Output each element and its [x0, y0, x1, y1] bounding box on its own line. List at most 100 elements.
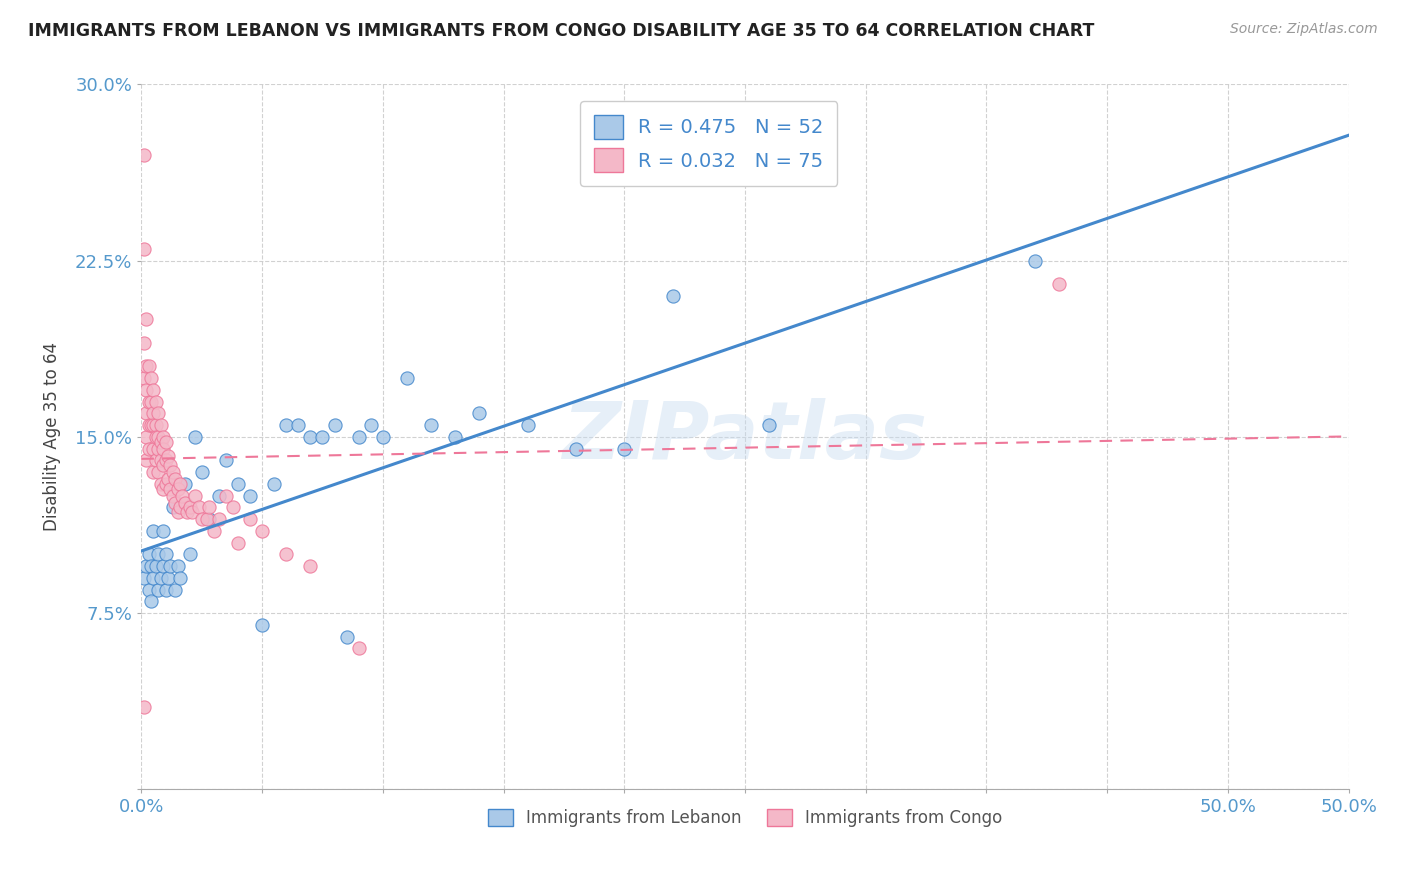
- Point: [138, 442, 160, 456]
- Point: [142, 383, 165, 397]
- Point: [156, 571, 179, 585]
- Point: [156, 472, 179, 486]
- Point: [198, 500, 221, 515]
- Point: [1047, 277, 1070, 292]
- Point: [613, 442, 636, 456]
- Point: [183, 430, 205, 444]
- Point: [169, 476, 191, 491]
- Point: [142, 524, 165, 538]
- Point: [142, 442, 165, 456]
- Text: ZIPatlas: ZIPatlas: [562, 398, 928, 475]
- Point: [145, 394, 167, 409]
- Point: [135, 406, 157, 420]
- Point: [311, 430, 333, 444]
- Point: [195, 512, 218, 526]
- Point: [165, 582, 187, 597]
- Point: [132, 148, 155, 162]
- Point: [155, 453, 177, 467]
- Y-axis label: Disability Age 35 to 64: Disability Age 35 to 64: [44, 343, 60, 532]
- Point: [139, 594, 162, 608]
- Point: [222, 500, 245, 515]
- Point: [758, 418, 780, 433]
- Point: [188, 500, 211, 515]
- Point: [159, 458, 181, 472]
- Point: [152, 458, 174, 472]
- Point: [226, 476, 249, 491]
- Point: [181, 505, 204, 519]
- Point: [138, 418, 160, 433]
- Point: [468, 406, 491, 420]
- Point: [152, 430, 174, 444]
- Point: [135, 559, 157, 574]
- Text: IMMIGRANTS FROM LEBANON VS IMMIGRANTS FROM CONGO DISABILITY AGE 35 TO 64 CORRELA: IMMIGRANTS FROM LEBANON VS IMMIGRANTS FR…: [28, 22, 1094, 40]
- Point: [263, 476, 285, 491]
- Point: [142, 406, 165, 420]
- Point: [371, 430, 394, 444]
- Point: [139, 418, 162, 433]
- Point: [155, 476, 177, 491]
- Point: [149, 571, 172, 585]
- Point: [139, 394, 162, 409]
- Point: [179, 547, 201, 561]
- Point: [152, 559, 174, 574]
- Point: [135, 359, 157, 374]
- Point: [347, 430, 370, 444]
- Point: [250, 524, 273, 538]
- Point: [156, 449, 179, 463]
- Point: [166, 482, 188, 496]
- Point: [347, 641, 370, 656]
- Point: [208, 512, 231, 526]
- Point: [148, 582, 170, 597]
- Point: [145, 418, 167, 433]
- Point: [142, 418, 165, 433]
- Point: [135, 312, 157, 326]
- Point: [162, 489, 184, 503]
- Point: [336, 630, 359, 644]
- Point: [149, 418, 172, 433]
- Point: [132, 700, 155, 714]
- Point: [215, 453, 238, 467]
- Point: [183, 489, 205, 503]
- Point: [172, 489, 194, 503]
- Point: [299, 430, 322, 444]
- Point: [565, 442, 588, 456]
- Point: [132, 371, 155, 385]
- Point: [145, 453, 167, 467]
- Point: [145, 559, 167, 574]
- Point: [198, 512, 221, 526]
- Point: [162, 465, 184, 479]
- Point: [191, 465, 214, 479]
- Point: [152, 442, 174, 456]
- Point: [149, 476, 172, 491]
- Point: [148, 430, 170, 444]
- Point: [132, 571, 155, 585]
- Point: [138, 582, 160, 597]
- Point: [165, 472, 187, 486]
- Point: [250, 617, 273, 632]
- Point: [149, 453, 172, 467]
- Point: [395, 371, 418, 385]
- Text: Source: ZipAtlas.com: Source: ZipAtlas.com: [1230, 22, 1378, 37]
- Point: [138, 394, 160, 409]
- Point: [661, 289, 683, 303]
- Point: [159, 559, 181, 574]
- Point: [215, 489, 238, 503]
- Point: [155, 547, 177, 561]
- Point: [276, 418, 298, 433]
- Point: [176, 505, 198, 519]
- Point: [360, 418, 382, 433]
- Point: [152, 482, 174, 496]
- Point: [169, 571, 191, 585]
- Point: [135, 430, 157, 444]
- Point: [142, 465, 165, 479]
- Point: [420, 418, 443, 433]
- Point: [148, 406, 170, 420]
- Point: [239, 512, 262, 526]
- Point: [139, 371, 162, 385]
- Point: [191, 512, 214, 526]
- Point: [138, 547, 160, 561]
- Point: [138, 359, 160, 374]
- Point: [149, 434, 172, 449]
- Point: [169, 500, 191, 515]
- Point: [165, 495, 187, 509]
